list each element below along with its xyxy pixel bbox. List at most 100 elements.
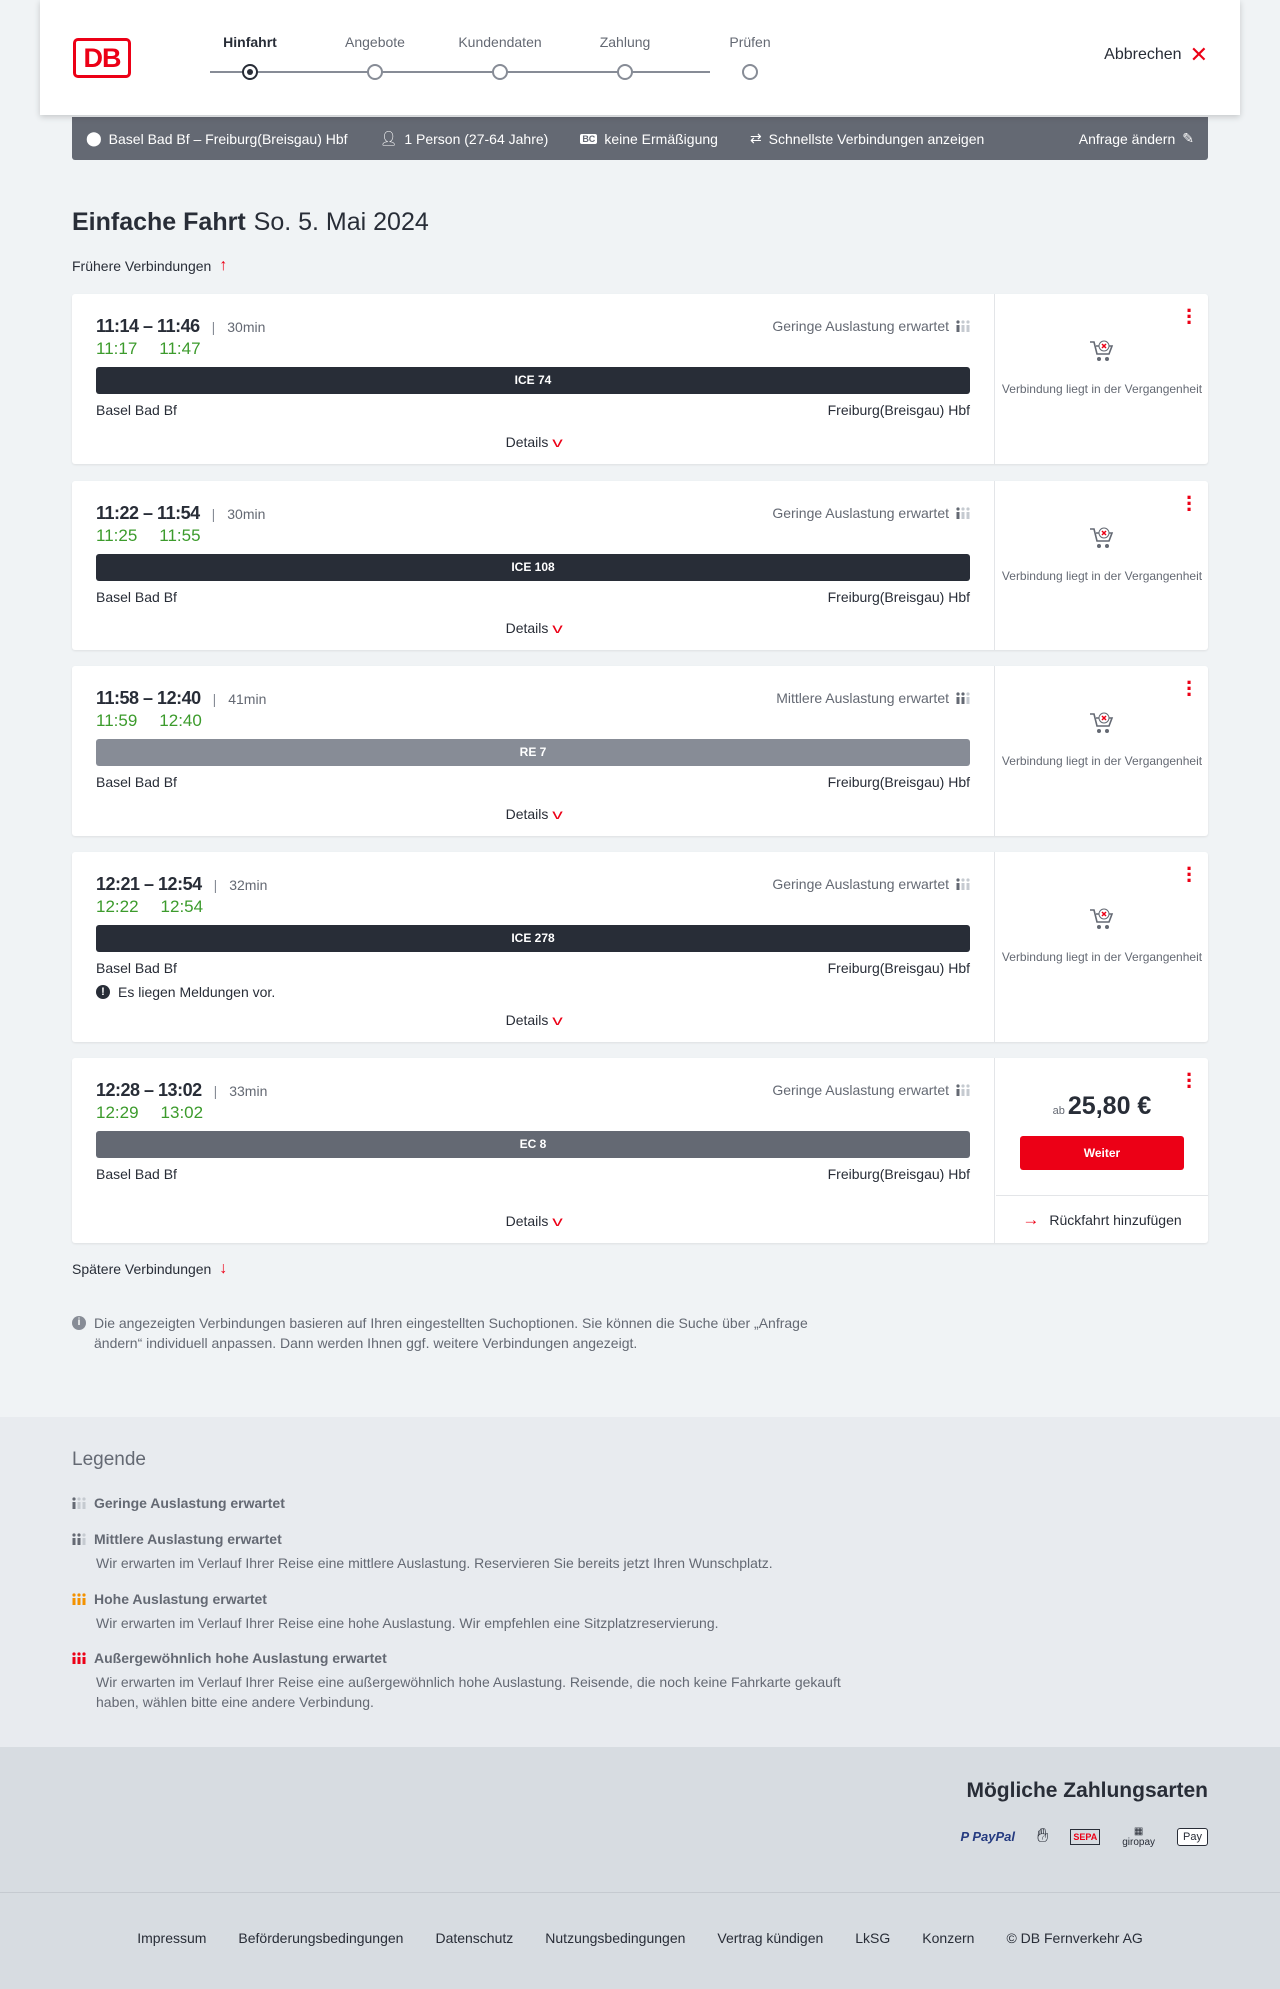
train-bar[interactable]: ICE 278 bbox=[96, 925, 970, 952]
occupancy-icon bbox=[956, 692, 970, 704]
connection-card: 11:58 – 12:40 41min 11:59 12:40 Mittlere Aus… bbox=[72, 666, 1208, 836]
more-options-icon[interactable]: · · · bbox=[1186, 856, 1194, 893]
continue-button[interactable]: Weiter bbox=[1020, 1136, 1184, 1170]
past-connection-notice: Verbindung liegt in der Vergangenheit bbox=[996, 339, 1208, 397]
realtime-times: 11:25 11:55 bbox=[96, 526, 223, 546]
footer-link[interactable]: LkSG bbox=[855, 1930, 891, 1946]
details-toggle[interactable]: Details v bbox=[72, 1012, 995, 1028]
realtime-arrival: 13:02 bbox=[160, 1103, 204, 1122]
train-bar[interactable]: ICE 74 bbox=[96, 367, 970, 394]
departure-station: Basel Bad Bf bbox=[96, 402, 177, 418]
footer-link[interactable]: Beförderungsbedingungen bbox=[238, 1930, 404, 1946]
arrival-station: Freiburg(Breisgau) Hbf bbox=[827, 774, 970, 790]
chevron-down-icon: v bbox=[552, 1213, 564, 1229]
message-text: Es liegen Meldungen vor. bbox=[118, 984, 276, 1000]
info-note-text: Die angezeigten Verbindungen basieren au… bbox=[94, 1315, 808, 1351]
pencil-icon: ✎ bbox=[1182, 130, 1194, 146]
more-options-icon[interactable]: · · · bbox=[1186, 298, 1194, 335]
offer-panel: · · · Verbindung liegt in der Vergangenheit bbox=[996, 666, 1208, 836]
footer-link[interactable]: Vertrag kündigen bbox=[717, 1930, 824, 1946]
bahncard-icon: BC bbox=[580, 133, 598, 144]
occupancy-info: Geringe Auslastung erwartet bbox=[772, 505, 970, 521]
train-bar[interactable]: ICE 108 bbox=[96, 554, 970, 581]
edit-search-button[interactable]: Anfrage ändern ✎ bbox=[1079, 130, 1194, 147]
credit-card-icon: ✋︎ bbox=[1036, 1825, 1049, 1847]
details-toggle[interactable]: Details v bbox=[72, 1213, 995, 1229]
footer-link[interactable]: Datenschutz bbox=[435, 1930, 514, 1946]
later-label: Spätere Verbindungen bbox=[72, 1261, 212, 1277]
route-info: ⬤ Basel Bad Bf – Freiburg(Breisgau) Hbf bbox=[86, 130, 348, 147]
cancel-button[interactable]: Abbrechen ✕ bbox=[1104, 42, 1208, 67]
disruption-message[interactable]: ! Es liegen Meldungen vor. bbox=[96, 984, 275, 1000]
details-label: Details bbox=[505, 806, 549, 822]
db-logo[interactable]: DB bbox=[73, 38, 131, 78]
page-title: Einfache Fahrt So. 5. Mai 2024 bbox=[72, 208, 429, 237]
occupancy-info: Geringe Auslastung erwartet bbox=[772, 318, 970, 334]
occupancy-icon bbox=[72, 1593, 86, 1605]
footer-link[interactable]: Impressum bbox=[137, 1930, 207, 1946]
travellers-text: 1 Person (27-64 Jahre) bbox=[404, 130, 549, 147]
more-options-icon[interactable]: · · · bbox=[1186, 485, 1194, 522]
footer: Impressum Beförderungsbedingungen Datensch… bbox=[0, 1892, 1280, 1989]
connection-card: 12:28 – 13:02 33min 12:29 13:02 Geringe Ausl… bbox=[72, 1058, 1208, 1243]
occupancy-icon bbox=[956, 320, 970, 332]
step-label: Zahlung bbox=[599, 34, 651, 50]
details-label: Details bbox=[505, 434, 549, 450]
cancel-label: Abbrechen bbox=[1104, 46, 1182, 63]
occupancy-icon bbox=[956, 878, 970, 890]
realtime-arrival: 12:54 bbox=[160, 897, 204, 916]
occupancy-label: Geringe Auslastung erwartet bbox=[772, 505, 949, 521]
footer-link[interactable]: Konzern bbox=[922, 1930, 975, 1946]
realtime-times: 12:29 13:02 bbox=[96, 1103, 225, 1123]
progress-steps: Hinfahrt Angebote Kundendaten Zahlung Prüfen bbox=[190, 34, 771, 84]
scheduled-time: 12:21 – 12:54 bbox=[96, 874, 202, 894]
realtime-arrival: 12:40 bbox=[159, 711, 202, 730]
swap-icon: ⇄ bbox=[749, 130, 762, 146]
train-bar[interactable]: EC 8 bbox=[96, 1131, 970, 1158]
fastest-toggle[interactable]: ⇄ Schnellste Verbindungen anzeigen bbox=[750, 130, 984, 147]
details-toggle[interactable]: Details v bbox=[72, 620, 995, 636]
offer-panel: · · · ab 25,80 € Weiter → Rückfahrt hinzufügen bbox=[996, 1058, 1208, 1243]
offer-panel: · · · Verbindung liegt in der Vergangenheit bbox=[996, 481, 1208, 650]
departure-station: Basel Bad Bf bbox=[96, 774, 177, 790]
legend-item: Mittlere Auslastung erwartet Wir erwarten… bbox=[72, 1531, 872, 1573]
chevron-down-icon: v bbox=[552, 1012, 564, 1028]
connection-details: 12:28 – 13:02 33min 12:29 13:02 Geringe Ausl… bbox=[72, 1058, 995, 1243]
details-label: Details bbox=[505, 1213, 549, 1229]
more-options-icon[interactable]: · · · bbox=[1186, 1062, 1194, 1099]
chevron-down-icon: v bbox=[552, 434, 564, 450]
legend-title: Legende bbox=[72, 1449, 146, 1470]
more-options-icon[interactable]: · · · bbox=[1186, 670, 1194, 707]
occupancy-icon bbox=[956, 507, 970, 519]
footer-link[interactable]: Nutzungsbedingungen bbox=[545, 1930, 686, 1946]
occupancy-label: Geringe Auslastung erwartet bbox=[772, 318, 949, 334]
occupancy-icon bbox=[72, 1497, 86, 1509]
realtime-departure: 11:25 bbox=[96, 526, 138, 545]
details-toggle[interactable]: Details v bbox=[72, 434, 995, 450]
scheduled-times: 11:22 – 11:54 30min bbox=[96, 503, 265, 524]
scheduled-times: 12:28 – 13:02 33min bbox=[96, 1080, 267, 1101]
footer-link: © DB Fernverkehr AG bbox=[1006, 1930, 1143, 1946]
cart-unavailable-icon bbox=[996, 339, 1208, 367]
train-bar[interactable]: RE 7 bbox=[96, 739, 970, 766]
connection-card: 11:14 – 11:46 30min 11:17 11:47 Geringe Ausl… bbox=[72, 294, 1208, 464]
connection-details: 11:14 – 11:46 30min 11:17 11:47 Geringe Ausl… bbox=[72, 294, 995, 464]
payment-title: Mögliche Zahlungsarten bbox=[966, 1779, 1208, 1802]
arrival-station: Freiburg(Breisgau) Hbf bbox=[827, 402, 970, 418]
details-label: Details bbox=[505, 1012, 549, 1028]
connection-details: 12:21 – 12:54 32min 12:22 12:54 Geringe Ausl… bbox=[72, 852, 995, 1042]
step-label: Kundendaten bbox=[458, 34, 542, 50]
discount-text: keine Ermäßigung bbox=[604, 130, 718, 147]
details-toggle[interactable]: Details v bbox=[72, 806, 995, 822]
legend-title-text: Mittlere Auslastung erwartet bbox=[94, 1531, 282, 1547]
occupancy-label: Geringe Auslastung erwartet bbox=[772, 1082, 949, 1098]
legend-title-text: Geringe Auslastung erwartet bbox=[94, 1495, 285, 1511]
earlier-connections-link[interactable]: Frühere Verbindungen ↑ bbox=[72, 257, 227, 275]
close-icon: ✕ bbox=[1189, 42, 1208, 67]
realtime-departure: 11:17 bbox=[96, 339, 138, 358]
later-connections-link[interactable]: Spätere Verbindungen ↓ bbox=[72, 1260, 227, 1278]
add-return-button[interactable]: → Rückfahrt hinzufügen bbox=[996, 1195, 1208, 1243]
step-hinfahrt: Hinfahrt bbox=[200, 34, 300, 80]
step-prüfen: Prüfen bbox=[700, 34, 800, 80]
cart-unavailable-icon bbox=[996, 711, 1208, 739]
